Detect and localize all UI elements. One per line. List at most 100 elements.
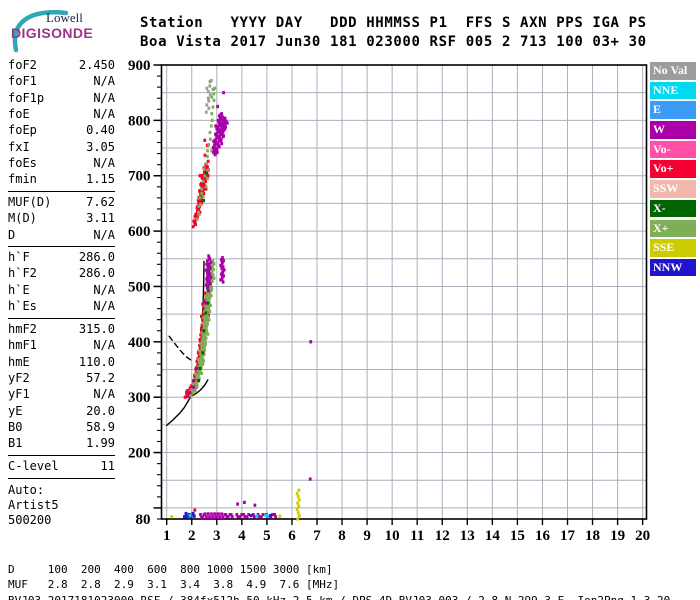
echo-mark — [206, 90, 210, 94]
echo-mark — [203, 174, 207, 178]
parameter-value: 0.40 — [86, 123, 115, 138]
echo-mark — [202, 191, 206, 195]
parameter-row: foF1 N/A — [8, 74, 115, 90]
echo-mark — [206, 315, 210, 319]
echo-mark — [219, 113, 223, 117]
parameter-value: N/A — [93, 298, 115, 313]
parameter-label: hmE — [8, 354, 30, 369]
echo-mark — [204, 311, 208, 315]
legend-label: SSW — [653, 181, 679, 196]
echo-mark — [220, 277, 224, 281]
lowell-digisonde-logo: Lowell DIGISONDE — [4, 4, 134, 54]
parameter-row: hmE 110.0 — [8, 355, 115, 371]
echo-mark — [205, 176, 209, 181]
echo-mark — [240, 513, 244, 517]
echo-mark — [218, 121, 221, 125]
legend-label: X- — [653, 200, 666, 215]
echo-mark — [295, 491, 299, 495]
parameter-row: B1 1.99 — [8, 436, 115, 452]
echo-mark — [214, 139, 218, 143]
parameter-row: C-level 11 — [8, 459, 115, 475]
parameter-label: h`F2 — [8, 266, 37, 281]
echo-mark — [219, 258, 223, 262]
echo-mark — [230, 515, 234, 519]
x-tick-label: 9 — [363, 528, 371, 544]
parameter-value: 3.11 — [86, 211, 115, 226]
echo-mark — [296, 517, 300, 521]
echo-mark — [249, 514, 253, 518]
echo-mark — [203, 512, 207, 516]
echo-mark — [208, 137, 212, 141]
parameter-row: MUF(D) 7.62 — [8, 195, 115, 211]
echo-mark — [243, 500, 246, 504]
echo-mark — [205, 262, 209, 266]
echo-mark — [201, 334, 205, 338]
parameter-label: h`Es — [8, 298, 37, 313]
echo-mark — [223, 122, 226, 126]
echo-mark — [207, 306, 211, 310]
echo-mark — [207, 289, 210, 293]
echo-mark — [210, 512, 213, 516]
echo-mark — [206, 149, 209, 153]
parameter-label: foE — [8, 106, 30, 121]
echo-mark — [266, 514, 270, 518]
echo-mark — [238, 515, 242, 519]
echo-mark — [221, 115, 224, 119]
parameter-label: foF1p — [8, 90, 45, 105]
parameter-value: 3.05 — [86, 139, 115, 154]
echo-mark — [207, 269, 211, 273]
echo-mark — [204, 301, 207, 305]
echo-mark — [199, 362, 203, 366]
echo-mark — [251, 513, 255, 517]
echo-mark — [192, 514, 196, 518]
parameter-label: hmF1 — [8, 338, 37, 353]
echo-mark — [183, 515, 186, 519]
echo-mark — [208, 130, 212, 135]
echo-mark — [183, 395, 187, 399]
echo-mark — [208, 291, 212, 295]
echo-mark — [203, 333, 207, 337]
parameter-row: M(D) 3.11 — [8, 211, 115, 227]
echo-mark — [199, 342, 203, 346]
echo-mark — [222, 118, 226, 122]
legend-item-x: X+ — [650, 219, 696, 238]
echo-mark — [210, 270, 214, 274]
echo-mark — [203, 153, 207, 157]
parameter-row: fmin 1.15 — [8, 172, 115, 188]
parameter-row: h`Es N/A — [8, 299, 115, 315]
legend-label: SSE — [653, 240, 675, 255]
parameter-label: MUF(D) — [8, 195, 52, 209]
echo-mark — [219, 128, 223, 132]
echo-mark — [197, 212, 201, 217]
echo-mark — [210, 118, 214, 122]
autoscaling-info: 500200 — [8, 513, 52, 527]
echo-mark — [217, 512, 220, 516]
echo-mark — [208, 266, 212, 270]
echo-mark — [209, 124, 213, 128]
echo-mark — [204, 110, 208, 114]
echo-mark — [297, 514, 301, 518]
echo-mark — [206, 174, 210, 178]
x-tick-label: 7 — [313, 528, 321, 544]
legend-item-nnw: NNW — [650, 258, 696, 277]
echo-mark — [200, 200, 204, 204]
y-tick-label: 80 — [136, 512, 151, 528]
echo-mark — [207, 263, 211, 267]
echo-mark — [209, 294, 213, 298]
echo-mark — [202, 359, 205, 363]
echo-mark — [200, 359, 204, 363]
echo-mark — [259, 515, 263, 519]
parameter-label: M(D) — [8, 211, 37, 226]
echo-mark — [216, 104, 219, 109]
parameter-label: hmF2 — [8, 322, 37, 336]
echo-mark — [212, 150, 215, 155]
parameter-value: N/A — [93, 387, 115, 402]
echo-mark — [296, 511, 300, 515]
echo-mark — [205, 103, 209, 107]
x-tick-label: 11 — [410, 528, 424, 544]
echo-mark — [222, 259, 225, 263]
echo-mark — [221, 271, 224, 275]
echo-mark — [200, 196, 203, 200]
x-tick-label: 5 — [263, 528, 271, 544]
echo-mark — [200, 182, 203, 186]
